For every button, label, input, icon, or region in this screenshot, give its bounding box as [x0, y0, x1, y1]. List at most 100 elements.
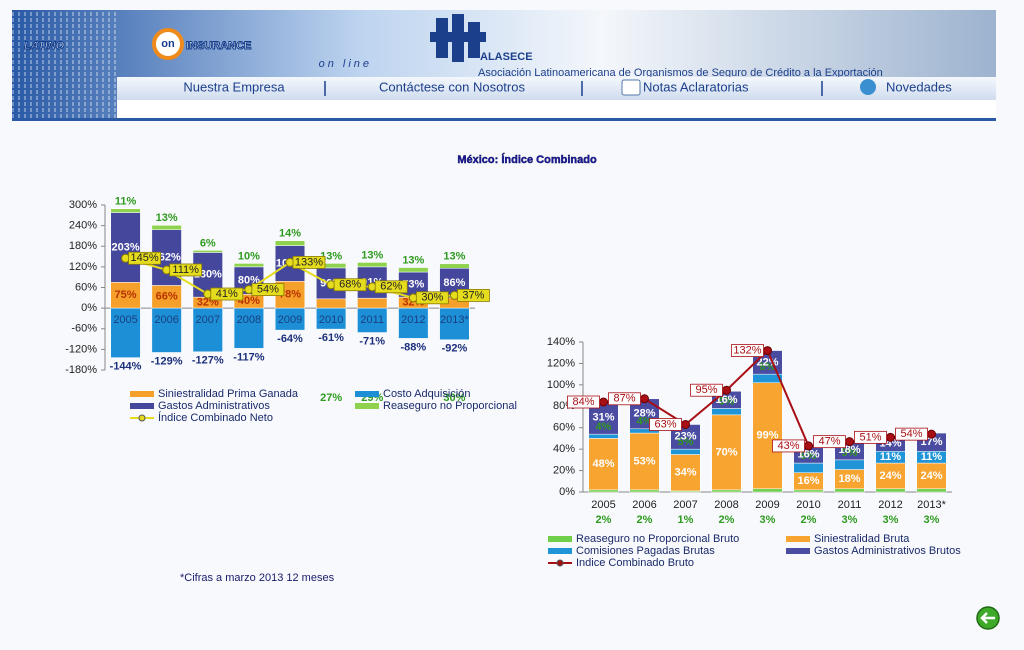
line-label-box [128, 251, 161, 265]
nav-icon [860, 79, 876, 95]
legend-swatch [355, 403, 379, 409]
line-value-label: 30% [421, 292, 443, 304]
legend-label: Indice Combinado Bruto [576, 557, 694, 569]
bar-value-label: 34% [674, 467, 696, 479]
bar-value-label: 53% [633, 455, 655, 467]
bar-segment [192, 307, 223, 353]
legend-label: Siniestralidad Bruta [814, 533, 910, 545]
bar-value-label: 30% [443, 392, 465, 404]
logo-left: LATINO [24, 40, 65, 52]
legend-label: Comisiones Pagadas Brutas [576, 545, 715, 557]
x-tick-label: 2013* [440, 314, 469, 326]
x-tick-label: 2011 [360, 314, 384, 326]
bar-value-label: -92% [442, 343, 468, 355]
line-value-label: 41% [216, 288, 238, 300]
bar-segment [670, 454, 701, 492]
bar-segment [629, 432, 660, 491]
back-button[interactable] [976, 606, 1000, 630]
chart: 300% 240% 180% 120% 60% 0% -60% -120% -180% 2005 2… [65, 196, 517, 424]
line-marker [845, 437, 854, 447]
bar-value-label: 16% [797, 475, 819, 487]
nav-link[interactable]: Nuestra Empresa [183, 79, 285, 94]
bar-value-label: 18% [838, 473, 860, 485]
bar-segment [110, 307, 141, 358]
y-tick-label: 20% [553, 464, 575, 476]
y-tick-label: 100% [547, 379, 575, 391]
bar-segment [834, 459, 865, 470]
legend-swatch [130, 403, 154, 409]
nav-link[interactable]: Novedades [886, 79, 952, 94]
bar-segment [357, 297, 388, 309]
y-tick-label: -180% [65, 364, 97, 376]
bar-segment [439, 263, 470, 269]
bar-value-label: 2% [801, 514, 817, 526]
bar-value-label: 11% [880, 451, 902, 463]
bar-segment [192, 250, 223, 253]
partner-logo-bar [430, 32, 486, 42]
legend-swatch [786, 548, 810, 554]
bar-value-label: 75% [115, 289, 137, 301]
bar-segment [151, 307, 182, 353]
back-button-arrow[interactable] [980, 612, 995, 624]
bar-segment [670, 448, 701, 455]
line-value-label: 51% [859, 431, 881, 443]
legend-swatch [355, 391, 379, 397]
bar-segment [916, 488, 947, 493]
legend-label: Reaseguro no Proporcional [383, 400, 517, 412]
line-label-box [567, 395, 600, 409]
bar-value-label: 78% [279, 289, 301, 301]
legend-label: Gastos Administrativos [158, 400, 270, 412]
bar-segment [398, 307, 429, 339]
bar-segment [233, 307, 264, 349]
bar-segment [316, 298, 347, 309]
line-value-label: 95% [695, 384, 717, 396]
bar-value-label: 3% [883, 514, 899, 526]
bar-segment [752, 488, 783, 493]
bar-value-label: -61% [318, 332, 344, 344]
bar-value-label: 11% [115, 196, 137, 208]
x-tick-label: 2008 [714, 499, 738, 511]
line-label-box [813, 435, 846, 449]
x-tick-label: 2006 [632, 499, 656, 511]
bar-value-label: 10% [238, 250, 260, 262]
nav-link[interactable]: Notas Aclaratorias [643, 79, 749, 94]
line-value-label: 87% [613, 393, 635, 405]
bar-segment [316, 307, 347, 330]
legend-swatch [786, 536, 810, 542]
line-value-label: 145% [130, 252, 158, 264]
bar-value-label: -129% [151, 355, 183, 367]
bar-segment [439, 307, 470, 340]
bar-value-label: 13% [156, 212, 178, 224]
bar-value-label: 8% [760, 361, 776, 373]
y-tick-label: 60% [75, 281, 97, 293]
y-tick-label: 60% [553, 422, 575, 434]
y-tick-label: 0% [559, 486, 575, 498]
y-tick-label: 40% [553, 443, 575, 455]
line-value-label: 54% [900, 428, 922, 440]
legend-swatch [548, 536, 572, 542]
line-label-box [251, 283, 285, 296]
line-value-label: 111% [172, 264, 199, 276]
bar-segment [274, 240, 306, 246]
x-tick-label: 2012 [401, 314, 425, 326]
line-label-box [608, 392, 641, 406]
bar-segment [916, 462, 947, 490]
y-tick-label: -120% [65, 343, 97, 355]
legend-label: Índice Combinado Neto [158, 411, 273, 424]
bar-value-label: 31% [592, 411, 614, 423]
legend-label: Costo Adquisición [383, 388, 470, 400]
x-tick-label: 2005 [113, 314, 137, 326]
bar-segment [588, 489, 619, 493]
footnote: *Cifras a marzo 2013 12 meses [180, 572, 335, 584]
line-marker [763, 346, 772, 356]
bar-value-label: 13% [402, 254, 424, 266]
bar-value-label: 11% [921, 451, 943, 463]
partner-name: ALASECE [480, 51, 533, 63]
bar-value-label: 1% [678, 514, 694, 526]
nav-link[interactable]: Contáctese con Nosotros [379, 79, 525, 94]
line-value-label: 132% [733, 344, 761, 356]
line-label-box [292, 256, 326, 269]
x-tick-label: 2010 [319, 314, 343, 326]
